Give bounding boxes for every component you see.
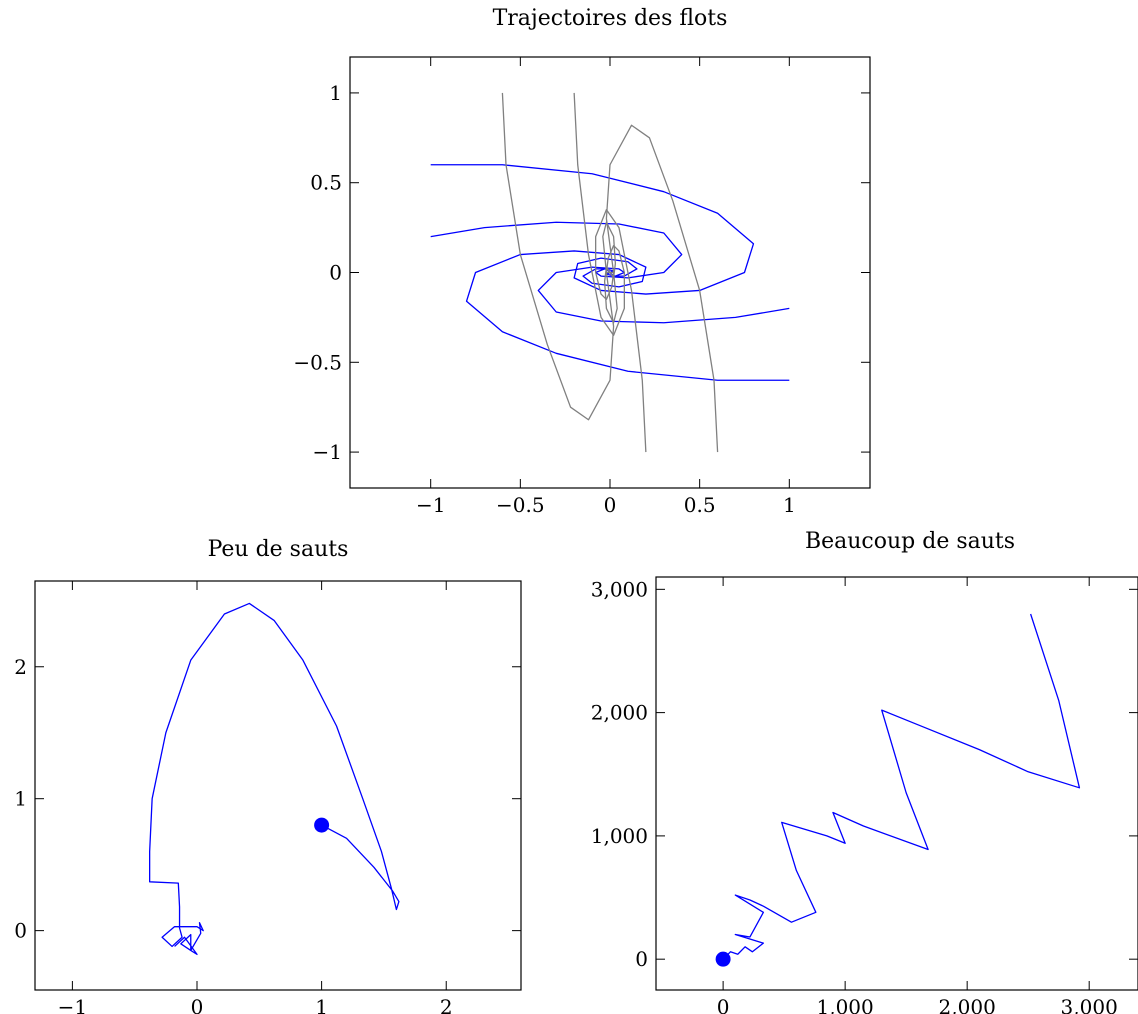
few-jumps-chart: Peu de sauts −1 0 1 2 0 1 2: [14, 537, 522, 1014]
chart-title: Trajectoires des flots: [493, 6, 728, 31]
series-line-0: [430, 164, 755, 295]
x-tick-label: 0: [717, 995, 730, 1014]
series-line-2: [430, 221, 683, 279]
series-line-6: [573, 92, 625, 336]
y-tick-label: 1,000: [591, 824, 648, 848]
x-tick-label: 3,000: [1061, 995, 1118, 1014]
x-tick-label: 1: [783, 493, 796, 517]
series-line-3: [537, 266, 790, 324]
x-tick-label: 1,000: [817, 995, 874, 1014]
y-tick-label: 0.5: [310, 171, 342, 195]
series-line-0: [722, 613, 1081, 960]
y-tick-label: 0: [635, 947, 648, 971]
y-tick-label: 2: [14, 655, 27, 679]
x-tick-label: −0.5: [496, 493, 545, 517]
plot-frame: [655, 576, 1138, 991]
y-tick-label: 1: [14, 787, 27, 811]
series-line-1: [465, 250, 790, 381]
x-tick-label: −1: [58, 995, 87, 1014]
y-tick-label: −1: [313, 440, 342, 464]
series-line-4: [501, 92, 617, 421]
series-line-0: [149, 602, 400, 956]
start-point-marker: [715, 951, 731, 967]
start-point-marker: [314, 817, 330, 833]
series-line-7: [595, 209, 647, 453]
y-tick-label: 2,000: [591, 701, 648, 725]
x-tick-label: −1: [416, 493, 445, 517]
y-tick-label: 1: [329, 81, 342, 105]
x-tick-label: 0: [604, 493, 617, 517]
y-tick-label: −0.5: [293, 350, 342, 374]
y-tick-label: 0: [329, 261, 342, 285]
x-tick-label: 2: [440, 995, 453, 1014]
x-tick-label: 2,000: [939, 995, 996, 1014]
chart-title: Beaucoup de sauts: [805, 529, 1015, 554]
y-tick-label: 0: [14, 919, 27, 943]
series-line-5: [603, 124, 719, 453]
chart-title: Peu de sauts: [208, 537, 349, 562]
many-jumps-chart: Beaucoup de sauts 0 1,000 2,000 3,000 0 1,000…: [591, 529, 1138, 1014]
x-tick-label: 0.5: [684, 493, 716, 517]
x-tick-label: 1: [315, 995, 328, 1014]
y-tick-label: 3,000: [591, 577, 648, 601]
flow-trajectories-chart: Trajectoires des flots −1 −0.5 0 0.5 1 1 0.5 0 −…: [293, 6, 871, 517]
x-tick-label: 0: [191, 995, 204, 1014]
plot-frame: [34, 580, 522, 991]
